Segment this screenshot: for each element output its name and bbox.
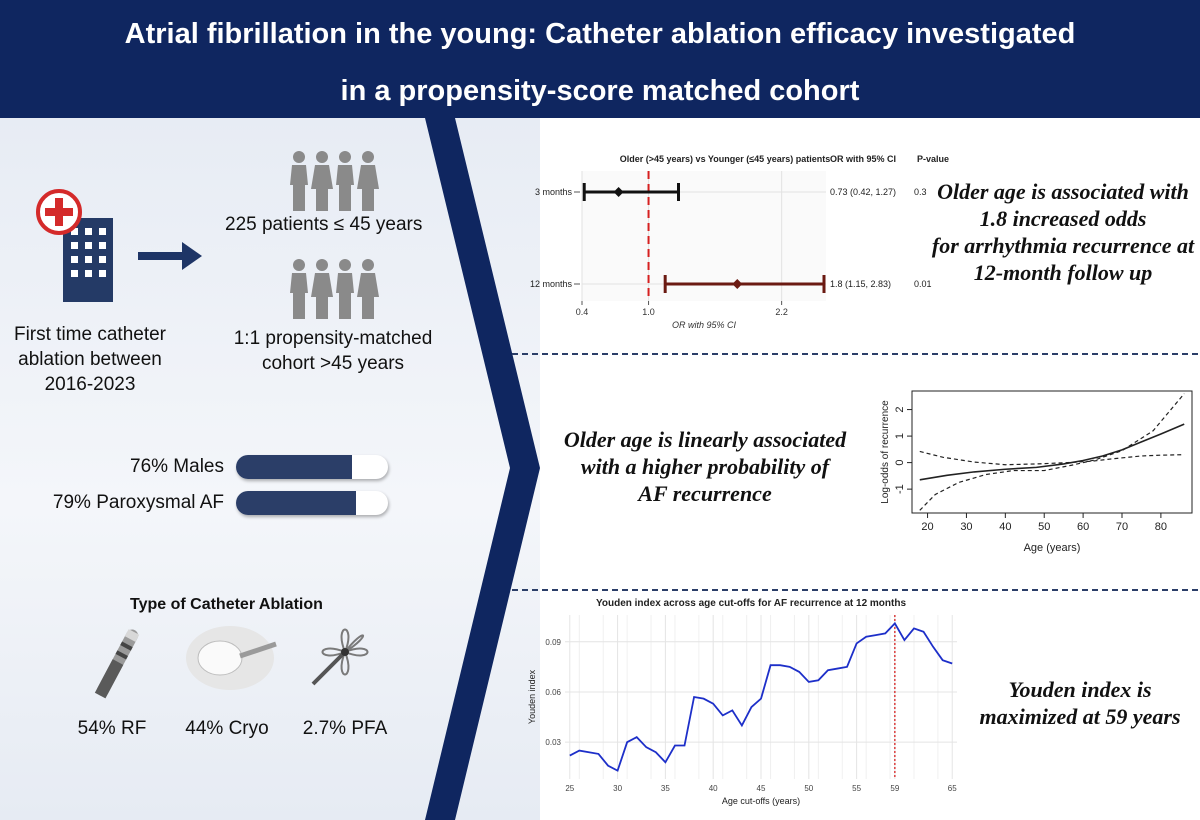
stat-label-paroxysmal: 79% Paroxysmal AF: [52, 492, 224, 513]
spline-estimate-line: [919, 423, 1185, 481]
spline-plot: 20 30 40 50 60 70 80 -1 0 1 2 Age (years) Log-odds o…: [880, 390, 1193, 554]
forest-xlabel: OR with 95% CI: [672, 320, 737, 330]
stat-bar-fill-paroxysmal: [236, 491, 357, 515]
people-group-icon-2: [290, 259, 379, 319]
youden-xtick-label: 45: [757, 784, 766, 793]
title-line-1: Atrial fibrillation in the young: Cathet…: [124, 18, 1076, 50]
youden-xtick-label: 50: [804, 784, 813, 793]
ablation-types-title: Type of Catheter Ablation: [130, 596, 323, 613]
pfa-catheter-icon: [311, 628, 369, 686]
ablation-text-line-2: ablation between: [18, 349, 162, 370]
ablation-text-line-1: First time catheter: [13, 324, 167, 345]
youden-xtick-label: 40: [709, 784, 718, 793]
ablation-type-cryo: 44% Cryo: [185, 718, 269, 739]
hospital-icon: [36, 189, 113, 302]
spline-ci-line: [919, 450, 1185, 466]
forest-plot: Older (>45 years) vs Younger (≤45 years)…: [530, 154, 949, 330]
forest-xtick-label: 0.4: [576, 307, 589, 317]
forest-p-value: 0.3: [914, 187, 927, 197]
stat-bar-fill-males: [236, 455, 352, 479]
youden-ytick-label: 0.09: [545, 638, 561, 647]
youden-xtick-label: 55: [852, 784, 861, 793]
forest-point: [613, 187, 624, 197]
youden-xlabel: Age cut-offs (years): [722, 796, 800, 806]
spline-xtick-label: 40: [999, 521, 1011, 533]
youden-xtick-label: 65: [948, 784, 957, 793]
forest-title: Older (>45 years) vs Younger (≤45 years)…: [620, 154, 830, 164]
ablation-text-line-3: 2016-2023: [44, 374, 136, 395]
spline-xtick-label: 50: [1038, 521, 1050, 533]
spline-ytick-label: 0: [894, 460, 906, 466]
header-banner: Atrial fibrillation in the young: Cathet…: [0, 0, 1200, 118]
arrow-right-icon: [138, 242, 202, 270]
youden-ylabel: Youden index: [527, 669, 537, 724]
youden-plot: Youden index across age cut-offs for AF …: [527, 598, 957, 806]
stat-bar-males: [236, 455, 388, 479]
spline-ylabel: Log-odds of recurrence: [880, 400, 891, 504]
finding-1-line-2: 1.8 increased odds: [979, 206, 1147, 231]
spline-ytick-label: 2: [894, 407, 906, 413]
youden-xtick-label: 30: [613, 784, 622, 793]
cryo-balloon-icon: [186, 626, 277, 690]
young-patients-text: 225 patients ≤ 45 years: [225, 214, 423, 235]
finding-1-line-1: Older age is associated with: [937, 179, 1189, 204]
spline-xtick-label: 60: [1077, 521, 1089, 533]
forest-xtick-label: 2.2: [775, 307, 788, 317]
forest-row-label: 12 months: [530, 279, 573, 289]
matched-cohort-line-1: 1:1 propensity-matched: [233, 328, 433, 349]
finding-2-line-3: AF recurrence: [638, 481, 772, 506]
forest-p-value: 0.01: [914, 279, 932, 289]
youden-ytick-label: 0.03: [545, 738, 561, 747]
forest-col-or: OR with 95% CI: [830, 154, 896, 164]
youden-xtick-label: 59: [890, 784, 899, 793]
spline-ytick-label: 1: [894, 433, 906, 439]
matched-cohort-line-2: cohort >45 years: [261, 353, 405, 374]
youden-title: Youden index across age cut-offs for AF …: [596, 598, 907, 609]
finding-2-line-1: Older age is linearly associated: [563, 427, 847, 452]
forest-ci-text: 1.8 (1.15, 2.83): [830, 279, 891, 289]
youden-xtick-label: 25: [565, 784, 574, 793]
youden-xtick-label: 35: [661, 784, 670, 793]
youden-line: [569, 621, 953, 772]
title-line-2: in a propensity-score matched cohort: [340, 75, 860, 107]
spline-ytick-label: -1: [894, 484, 906, 494]
section-divider-2: [512, 589, 1198, 591]
spline-xtick-label: 30: [960, 521, 972, 533]
finding-1-line-4: 12-month follow up: [973, 260, 1153, 285]
section-divider-1: [512, 353, 1198, 355]
stat-bar-paroxysmal: [236, 491, 388, 515]
spline-xtick-label: 20: [921, 521, 933, 533]
forest-point: [732, 279, 743, 289]
finding-2-line-2: with a higher probability of: [580, 454, 830, 479]
people-group-icon: [290, 151, 379, 211]
stat-label-males: 76% Males: [130, 456, 224, 477]
spline-frame: [911, 390, 1193, 514]
ablation-type-rf: 54% RF: [77, 718, 147, 739]
spline-xtick-label: 80: [1155, 521, 1167, 533]
finding-3-line-2: maximized at 59 years: [979, 704, 1181, 729]
spline-xtick-label: 70: [1116, 521, 1128, 533]
finding-1-line-3: for arrhythmia recurrence at: [931, 233, 1195, 258]
forest-ci-text: 0.73 (0.42, 1.27): [830, 187, 896, 197]
forest-row-label: 3 months: [535, 187, 573, 197]
rf-catheter-icon: [94, 629, 140, 699]
youden-ytick-label: 0.06: [545, 688, 561, 697]
ablation-type-pfa: 2.7% PFA: [302, 718, 388, 739]
forest-col-p: P-value: [917, 154, 949, 164]
spline-xlabel: Age (years): [1024, 542, 1081, 554]
finding-3-line-1: Youden index is: [1008, 677, 1152, 702]
forest-xtick-label: 1.0: [642, 307, 655, 317]
spline-ci-line: [919, 393, 1185, 511]
